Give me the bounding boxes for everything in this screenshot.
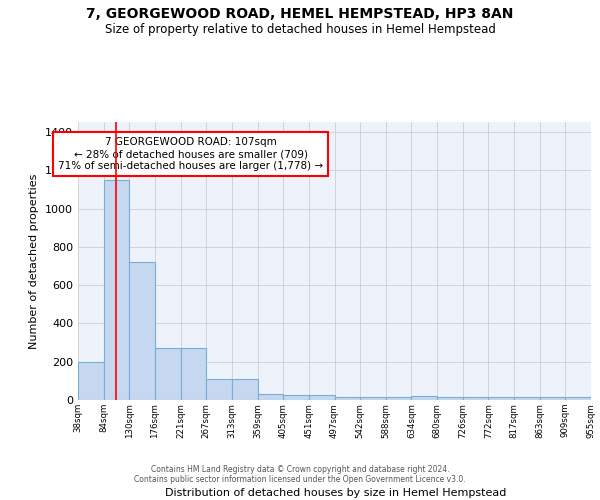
Bar <box>155 348 181 400</box>
Text: 7 GEORGEWOOD ROAD: 107sqm
← 28% of detached houses are smaller (709)
71% of semi: 7 GEORGEWOOD ROAD: 107sqm ← 28% of detac… <box>58 138 323 170</box>
Text: Distribution of detached houses by size in Hemel Hempstead: Distribution of detached houses by size … <box>166 488 506 498</box>
Text: Contains HM Land Registry data © Crown copyright and database right 2024.
Contai: Contains HM Land Registry data © Crown c… <box>134 464 466 484</box>
Text: Size of property relative to detached houses in Hemel Hempstead: Size of property relative to detached ho… <box>104 22 496 36</box>
Bar <box>206 379 232 400</box>
Bar <box>283 395 309 400</box>
Bar <box>104 180 130 400</box>
Bar <box>540 397 565 400</box>
Text: 7, GEORGEWOOD ROAD, HEMEL HEMPSTEAD, HP3 8AN: 7, GEORGEWOOD ROAD, HEMEL HEMPSTEAD, HP3… <box>86 8 514 22</box>
Bar <box>232 379 257 400</box>
Bar <box>309 395 335 400</box>
Bar <box>565 397 591 400</box>
Bar <box>437 397 463 400</box>
Bar <box>488 397 514 400</box>
Bar <box>514 397 540 400</box>
Y-axis label: Number of detached properties: Number of detached properties <box>29 174 40 349</box>
Bar <box>412 396 437 400</box>
Bar <box>463 397 488 400</box>
Bar <box>335 397 360 400</box>
Bar <box>130 262 155 400</box>
Bar <box>78 362 104 400</box>
Bar <box>181 348 206 400</box>
Bar <box>257 394 283 400</box>
Bar <box>386 397 412 400</box>
Bar <box>360 397 386 400</box>
